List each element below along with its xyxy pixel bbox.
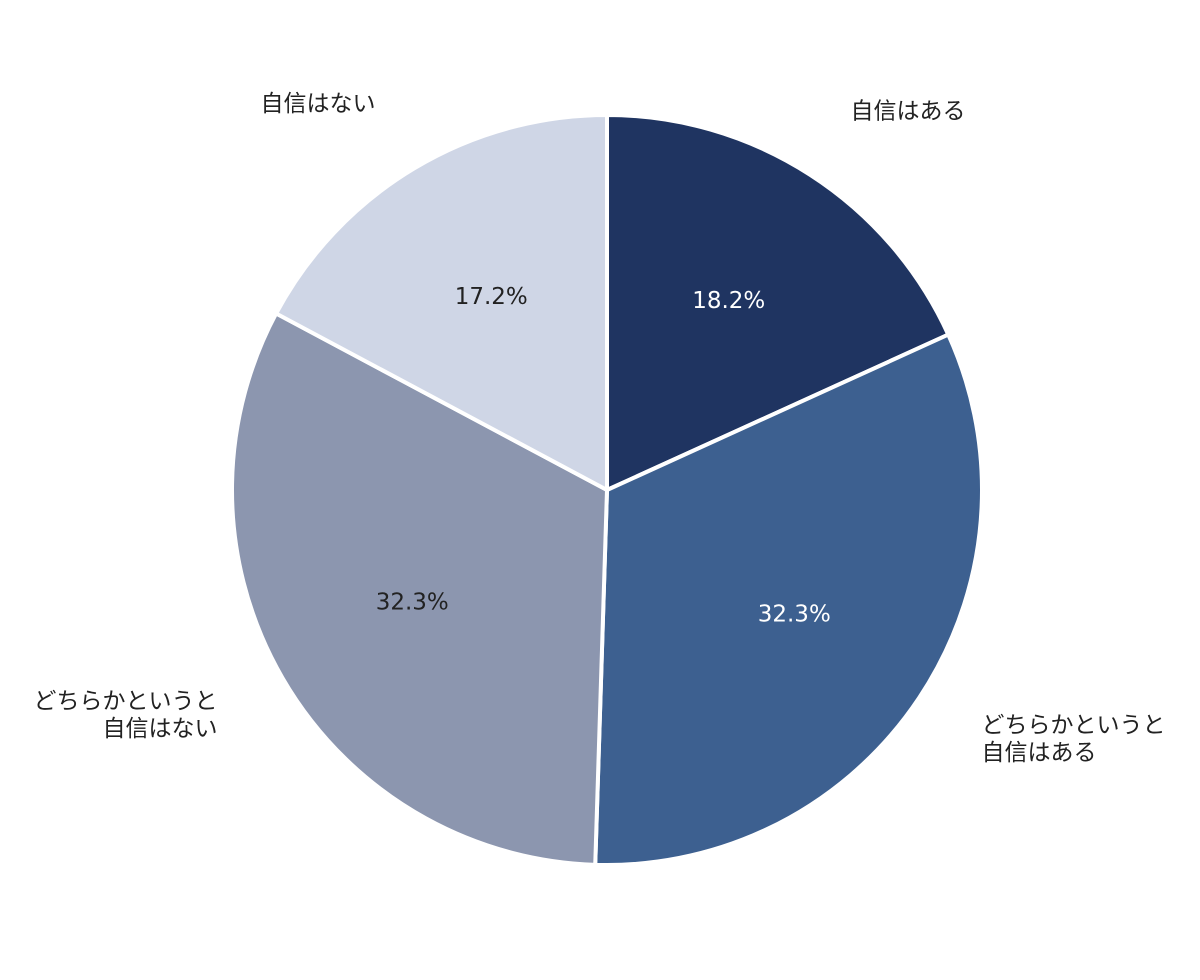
value-label: 32.3% — [758, 601, 831, 627]
value-label: 32.3% — [376, 589, 449, 615]
pie-slice — [230, 310, 610, 867]
category-label: 自信はある — [851, 98, 966, 124]
value-label: 17.2% — [455, 284, 528, 310]
category-label: どちらかというと自信はない — [34, 688, 218, 742]
category-label: 自信はない — [261, 91, 376, 117]
pie-slice — [593, 331, 984, 867]
value-label: 18.2% — [692, 287, 765, 313]
category-label: どちらかというと自信はある — [982, 712, 1166, 766]
pie-slice — [273, 112, 609, 494]
pie-slice — [605, 112, 951, 494]
